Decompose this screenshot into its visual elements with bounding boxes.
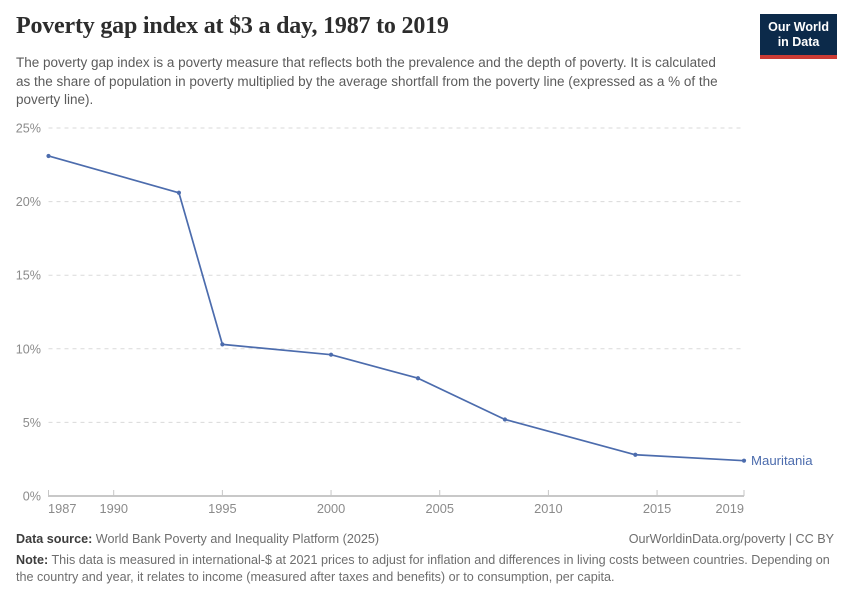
y-tick-label: 15% — [16, 269, 41, 283]
footer: Data source: World Bank Poverty and Ineq… — [16, 531, 834, 587]
x-tick-label: 1987 — [48, 501, 76, 516]
data-source-text: World Bank Poverty and Inequality Platfo… — [92, 532, 380, 546]
x-tick-label: 2005 — [425, 501, 453, 516]
page-title: Poverty gap index at $3 a day, 1987 to 2… — [16, 13, 449, 39]
data-point[interactable] — [633, 452, 638, 457]
y-tick-label: 0% — [23, 490, 41, 504]
attribution-link[interactable]: OurWorldinData.org/poverty | CC BY — [628, 532, 834, 546]
y-tick-label: 5% — [23, 416, 41, 430]
series-end-label[interactable]: Mauritania — [751, 453, 813, 468]
owid-logo-line1: Our World — [768, 20, 829, 34]
series-line-mauritania[interactable] — [47, 155, 745, 462]
data-point[interactable] — [502, 417, 508, 422]
x-tick-label: 1995 — [208, 501, 236, 516]
data-point[interactable] — [46, 153, 51, 159]
owid-logo-line2: in Data — [777, 35, 820, 50]
data-source: Data source: World Bank Poverty and Ineq… — [16, 531, 379, 549]
x-tick-label: 2010 — [534, 501, 562, 516]
y-tick-label: 25% — [16, 122, 41, 136]
data-point[interactable] — [415, 376, 421, 381]
chart-subtitle: The poverty gap index is a poverty measu… — [16, 55, 718, 108]
x-tick-label: 1990 — [99, 501, 127, 516]
x-tick-label: 2015 — [643, 501, 671, 516]
footnote: Note: This data is measured in internati… — [16, 552, 834, 587]
footnote-text: This data is measured in international-$… — [16, 552, 830, 585]
footnote-label: Note: — [16, 552, 49, 567]
y-tick-label: 10% — [16, 342, 41, 356]
data-point[interactable] — [328, 352, 334, 357]
owid-logo[interactable]: Our World in Data — [760, 14, 837, 59]
data-source-label: Data source: — [16, 532, 93, 546]
data-point[interactable] — [220, 342, 225, 347]
data-point[interactable] — [741, 458, 747, 463]
data-point[interactable] — [176, 190, 182, 195]
y-tick-label: 20% — [16, 195, 41, 209]
source-row: Data source: World Bank Poverty and Ineq… — [16, 531, 834, 549]
x-tick-label: 2019 — [716, 501, 744, 516]
x-tick-label: 2000 — [317, 501, 345, 516]
